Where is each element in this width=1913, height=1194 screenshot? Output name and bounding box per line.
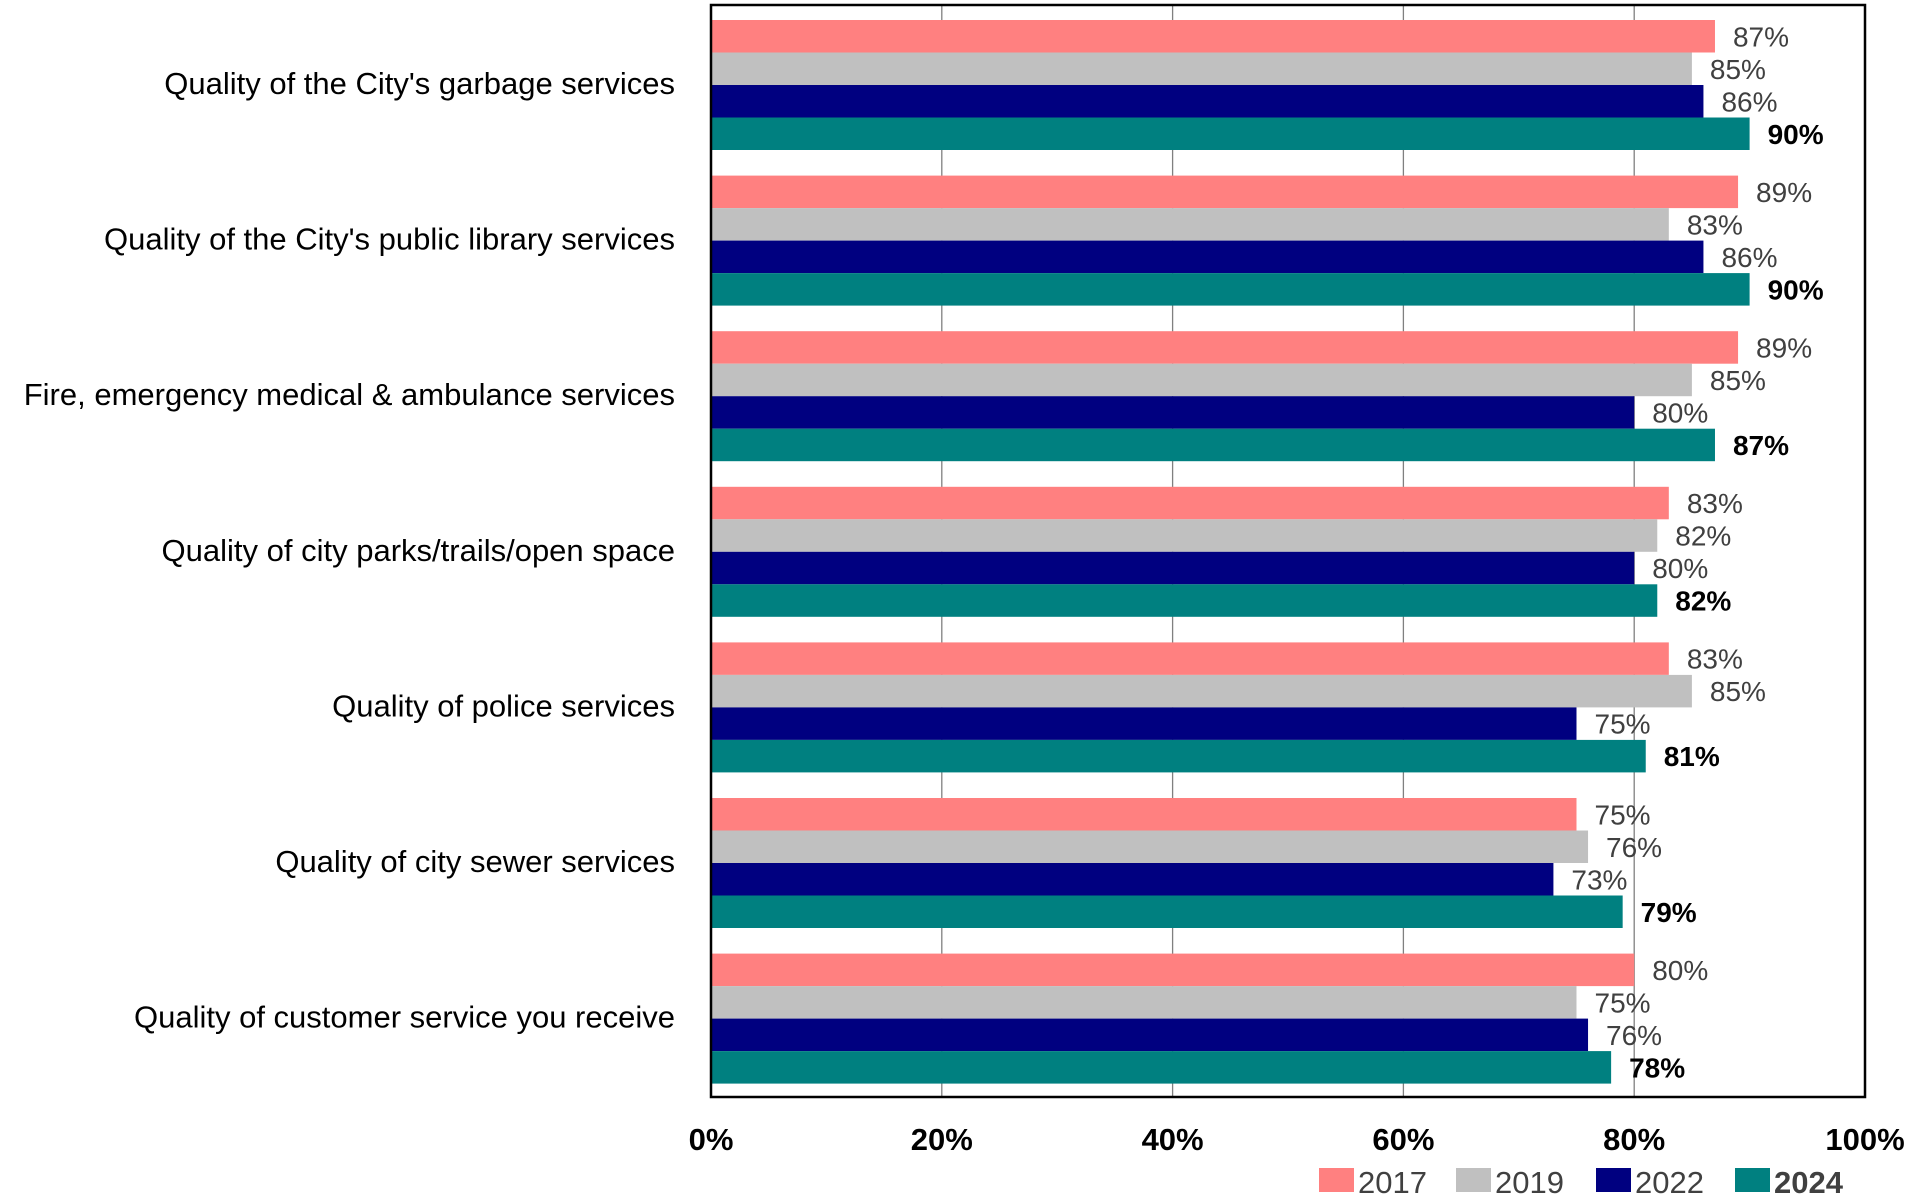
category-label: Quality of customer service you receive	[134, 1000, 675, 1035]
bar-2017	[711, 642, 1669, 675]
bar-2019	[711, 986, 1577, 1019]
bar-2024	[711, 117, 1750, 150]
data-label-2022: 75%	[1595, 709, 1651, 740]
bar-2022	[711, 707, 1577, 740]
data-label-2017: 83%	[1687, 488, 1743, 519]
category-label: Fire, emergency medical & ambulance serv…	[24, 377, 675, 412]
data-label-2022: 80%	[1652, 397, 1708, 428]
legend-swatch-2017	[1319, 1168, 1354, 1192]
data-label-2019: 85%	[1710, 365, 1766, 396]
data-label-2024: 78%	[1629, 1052, 1685, 1083]
legend: 2017 2019 2022 2024	[1319, 1165, 1844, 1194]
bar-2019	[711, 519, 1658, 552]
legend-swatch-2024	[1735, 1168, 1770, 1192]
bar-2022	[711, 863, 1554, 896]
bar-2019	[711, 52, 1692, 85]
legend-label-2024: 2024	[1774, 1165, 1844, 1194]
data-label-2019: 82%	[1675, 521, 1731, 552]
bars	[711, 20, 1750, 1084]
x-tick-label: 40%	[1142, 1122, 1204, 1157]
data-label-2019: 76%	[1606, 832, 1662, 863]
data-labels: 87%85%86%90%89%83%86%90%89%85%80%87%83%8…	[1571, 21, 1823, 1083]
data-label-2017: 83%	[1687, 644, 1743, 675]
bar-2022	[711, 240, 1704, 274]
bar-2022	[711, 396, 1635, 429]
data-label-2017: 87%	[1733, 21, 1789, 52]
category-label: Quality of the City's garbage services	[164, 66, 675, 101]
data-label-2024: 87%	[1733, 430, 1789, 461]
legend-label-2017: 2017	[1358, 1165, 1427, 1194]
bar-2024	[711, 739, 1646, 773]
bar-2017	[711, 175, 1739, 209]
data-label-2024: 81%	[1664, 741, 1720, 772]
x-tick-label: 20%	[911, 1122, 973, 1157]
data-label-2024: 79%	[1641, 897, 1697, 928]
data-label-2019: 75%	[1595, 987, 1651, 1018]
x-tick-label: 60%	[1372, 1122, 1434, 1157]
plot-frame	[709, 3, 1867, 1099]
bar-2022	[711, 85, 1704, 118]
data-label-2022: 86%	[1721, 242, 1777, 273]
data-label-2022: 73%	[1571, 864, 1627, 895]
data-label-2019: 83%	[1687, 209, 1743, 240]
bar-2024	[711, 273, 1750, 306]
data-label-2022: 86%	[1721, 86, 1777, 117]
bar-2024	[711, 584, 1658, 617]
bar-2022	[711, 551, 1635, 585]
legend-swatch-2019	[1456, 1168, 1491, 1192]
legend-label-2019: 2019	[1495, 1165, 1564, 1194]
category-label: Quality of city parks/trails/open space	[162, 533, 675, 568]
bar-2017	[711, 953, 1635, 987]
category-label: Quality of police services	[332, 688, 675, 723]
category-label: Quality of the City's public library ser…	[104, 222, 675, 257]
bar-2024	[711, 428, 1715, 462]
data-label-2024: 82%	[1675, 586, 1731, 617]
legend-swatch-2022	[1596, 1168, 1631, 1192]
data-label-2022: 80%	[1652, 553, 1708, 584]
data-label-2017: 80%	[1652, 955, 1708, 986]
data-label-2017: 89%	[1756, 332, 1812, 363]
data-label-2019: 85%	[1710, 676, 1766, 707]
x-tick-label: 0%	[689, 1122, 734, 1157]
bar-2017	[711, 486, 1669, 520]
bar-2024	[711, 1051, 1612, 1084]
bar-2024	[711, 895, 1623, 928]
data-label-2019: 85%	[1710, 54, 1766, 85]
bar-2019	[711, 830, 1589, 863]
x-tick-label: 80%	[1603, 1122, 1665, 1157]
x-tick-label: 100%	[1825, 1122, 1904, 1157]
x-axis-tick-labels: 0% 20% 40% 60% 80% 100%	[689, 1122, 1905, 1157]
category-label: Quality of city sewer services	[275, 844, 675, 879]
bar-2022	[711, 1018, 1589, 1052]
bar-2019	[711, 208, 1669, 241]
data-label-2024: 90%	[1768, 274, 1824, 305]
bar-2017	[711, 798, 1577, 831]
bar-2017	[711, 331, 1739, 364]
data-label-2017: 75%	[1595, 799, 1651, 830]
legend-label-2022: 2022	[1635, 1165, 1704, 1194]
category-labels: Quality of the City's garbage services Qu…	[24, 66, 675, 1035]
data-label-2017: 89%	[1756, 177, 1812, 208]
bar-2017	[711, 20, 1715, 53]
data-label-2022: 76%	[1606, 1020, 1662, 1051]
data-label-2024: 90%	[1768, 119, 1824, 150]
bar-2019	[711, 363, 1692, 397]
bar-2019	[711, 674, 1692, 708]
